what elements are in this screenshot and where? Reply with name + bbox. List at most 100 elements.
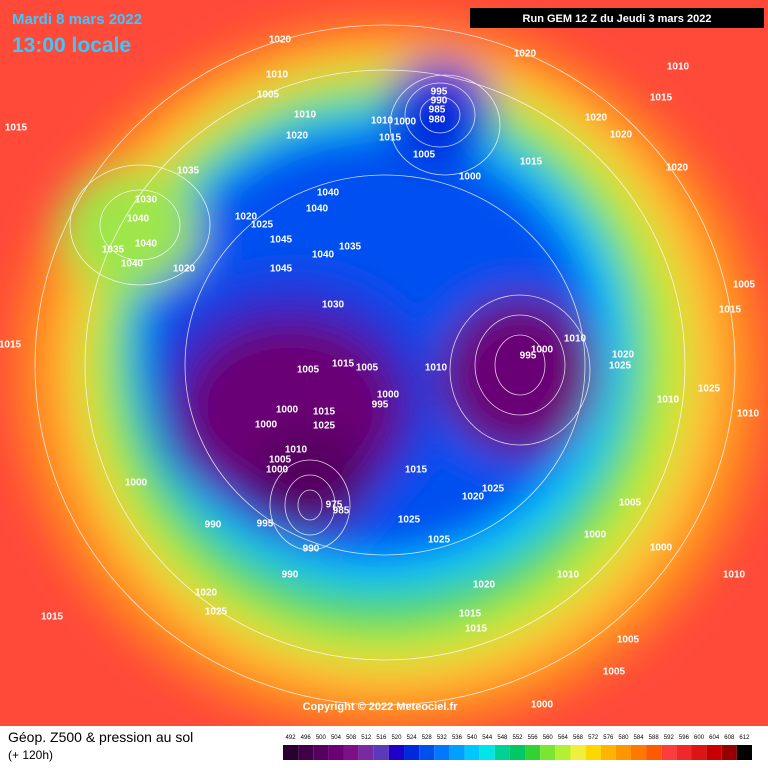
isobar-label: 1010 [294, 110, 317, 121]
isobar-label: 1015 [5, 123, 28, 134]
legend-label: 600 [694, 735, 705, 741]
legend-swatch [525, 745, 541, 760]
isobar-label: 1045 [270, 235, 293, 246]
legend-label: 516 [376, 735, 387, 741]
legend-swatch [600, 745, 616, 760]
legend-label: 548 [497, 735, 508, 741]
isobar-label: 1000 [276, 405, 299, 416]
isobar-label: 1010 [564, 334, 587, 345]
isobar-label: 1025 [482, 484, 505, 495]
forecast-date: Mardi 8 mars 2022 [12, 11, 142, 28]
isobar-label: 1020 [235, 212, 258, 223]
legend-label: 520 [391, 735, 402, 741]
isobar-label: 1025 [609, 361, 632, 372]
legend-label: 504 [331, 735, 342, 741]
isobar-label: 975 [326, 500, 343, 511]
isobar-label: 1000 [266, 465, 289, 476]
isobar-label: 1035 [102, 245, 125, 256]
legend-label: 572 [588, 735, 599, 741]
isobar-label: 1020 [610, 130, 633, 141]
legend-swatch [585, 745, 601, 760]
footer-title: Géop. Z500 & pression au sol [8, 729, 193, 745]
legend-swatch [494, 745, 510, 760]
legend-swatch [509, 745, 526, 760]
legend-label: 568 [573, 735, 584, 741]
isobar-label: 1025 [428, 535, 451, 546]
isobar-label: 1015 [379, 133, 402, 144]
legend-label: 524 [407, 735, 418, 741]
isobar-label: 1025 [251, 220, 274, 231]
legend-swatch [646, 745, 662, 760]
legend-swatch [555, 745, 571, 760]
isobar-label: 1035 [339, 242, 362, 253]
isobar-label: 1015 [0, 340, 22, 351]
isobar-label: 985 [429, 105, 446, 116]
isobar-label: 1020 [462, 492, 485, 503]
isobar-label: 990 [303, 544, 320, 555]
isobar-label: 980 [429, 115, 446, 126]
legend-swatch [283, 745, 299, 760]
run-info: Run GEM 12 Z du Jeudi 3 mars 2022 [523, 13, 712, 25]
run-box [470, 8, 764, 28]
legend-label: 508 [346, 735, 357, 741]
legend-swatch [691, 745, 707, 760]
isobar-label: 1010 [737, 409, 760, 420]
legend: 492 496 500 504 508 512 516 520 524 528 532 536 540 5… [283, 735, 752, 760]
isobar-label: 1005 [257, 90, 280, 101]
isobar-label: 1020 [173, 264, 196, 275]
isobar-label: 1020 [473, 580, 496, 591]
isobar-label: 1040 [127, 214, 150, 225]
isobar-label: 995 [372, 400, 389, 411]
legend-swatch [570, 745, 586, 760]
legend-label: 528 [422, 735, 433, 741]
isobar-label: 1000 [531, 345, 554, 356]
isobar-label: 1015 [465, 624, 488, 635]
isobar-label: 1040 [317, 188, 340, 199]
legend-label: 496 [301, 735, 312, 741]
isobar-label: 1040 [121, 259, 144, 270]
legend-swatch [343, 745, 359, 760]
isobar-label: 1010 [657, 395, 680, 406]
isobar-label: 1020 [666, 163, 689, 174]
isobar-label: 1015 [719, 305, 742, 316]
legend-swatch [313, 745, 329, 760]
isobar-label: 1005 [619, 498, 642, 509]
isobar-label: 1020 [612, 350, 635, 361]
isobar-label: 1020 [195, 588, 218, 599]
legend-swatch [404, 745, 420, 760]
legend-label: 596 [679, 735, 690, 741]
isobar-label: 1005 [733, 280, 756, 291]
isobar-label: 1015 [405, 465, 428, 476]
isobar-label: 1010 [667, 62, 690, 73]
legend-swatch [449, 745, 465, 760]
legend-swatch [540, 745, 556, 760]
isobar-label: 1025 [313, 421, 336, 432]
isobar-label: 1005 [603, 667, 626, 678]
legend-label: 564 [558, 735, 569, 741]
isobar-label: 1015 [459, 609, 482, 620]
isobar-label: 1015 [41, 612, 64, 623]
isobar-label: 1020 [269, 35, 292, 46]
isobar-label: 1000 [255, 420, 278, 431]
legend-swatch [479, 745, 495, 760]
legend-swatch [706, 745, 722, 760]
isobar-label: 1010 [285, 445, 308, 456]
isobar-label: 990 [431, 96, 448, 107]
legend-swatch [419, 745, 435, 760]
isobar-label: 1025 [398, 515, 421, 526]
isobar-label: 1005 [269, 455, 292, 466]
isobar-label: 1035 [177, 166, 200, 177]
legend-label: 492 [286, 735, 297, 741]
legend-label: 512 [361, 735, 372, 741]
isobar-label: 1010 [266, 70, 289, 81]
footer-subtitle: (+ 120h) [8, 748, 53, 762]
isobar-label: 1040 [135, 239, 158, 250]
isobar-labels: 1020101010051010102010151035103010401040… [0, 35, 760, 711]
legend-swatch [736, 745, 752, 760]
legend-swatch [328, 745, 344, 760]
legend-label: 560 [543, 735, 554, 741]
isobar-label: 1000 [459, 172, 482, 183]
legend-swatch [388, 745, 405, 760]
isobar-label: 995 [257, 519, 274, 530]
